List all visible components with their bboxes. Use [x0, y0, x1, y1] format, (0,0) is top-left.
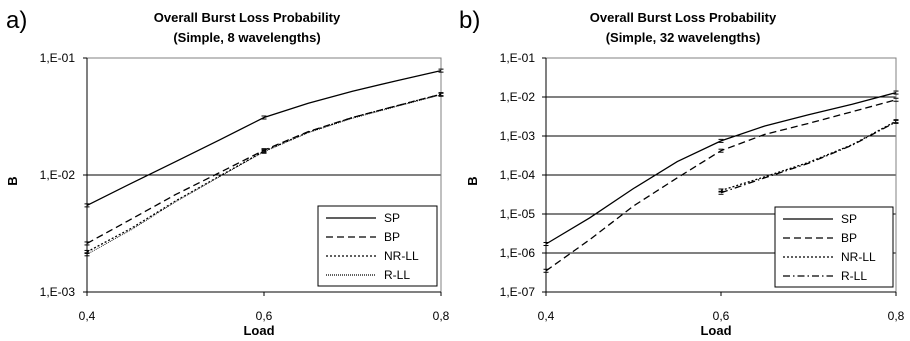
legend-box [774, 206, 894, 288]
y-axis-label: B [5, 176, 20, 185]
y-tick-label: 1,E-01 [500, 51, 536, 65]
x-tick-label: 0,4 [538, 309, 555, 323]
legend-label: SP [841, 212, 857, 226]
y-tick-label: 1,E-01 [40, 51, 76, 65]
x-tick-label: 0,6 [713, 309, 730, 323]
chart-subtitle: (Simple, 32 wavelengths) [606, 30, 761, 45]
legend-label: NR-LL [384, 249, 419, 263]
x-tick-label: 0,6 [256, 309, 273, 323]
legend-label: BP [384, 230, 400, 244]
y-tick-label: 1,E-02 [500, 90, 536, 104]
x-axis-label: Load [243, 323, 274, 338]
series-line-sp [86, 69, 442, 206]
series-line-bp [545, 99, 897, 272]
chart-title: Overall Burst Loss Probability [154, 10, 341, 25]
y-tick-label: 1,E-05 [500, 207, 536, 221]
y-tick-label: 1,E-02 [40, 168, 76, 182]
chart-panel-b: b) Overall Burst Loss Probability (Simple,… [459, 7, 905, 338]
chart-panel-a: a) Overall Burst Loss Probability (Simple,… [5, 7, 450, 338]
chart-title: Overall Burst Loss Probability [590, 10, 777, 25]
y-tick-label: 1,E-04 [500, 168, 536, 182]
panel-letter: b) [459, 7, 480, 34]
y-tick-label: 1,E-06 [500, 246, 536, 260]
series-line-nr-ll [86, 93, 442, 253]
panel-letter: a) [6, 7, 27, 34]
legend-label: SP [384, 211, 400, 225]
legend-label: BP [841, 231, 857, 245]
legend: SP BP NR-LL R-LL [774, 206, 894, 288]
x-axis-label: Load [700, 323, 731, 338]
x-tick-label: 0,4 [79, 309, 96, 323]
series-line-r-ll [86, 94, 442, 255]
y-tick-label: 1,E-07 [500, 285, 536, 299]
legend-label: R-LL [384, 268, 410, 282]
series-line-sp [545, 91, 897, 245]
x-tick-label: 0,8 [888, 309, 905, 323]
chart-subtitle: (Simple, 8 wavelengths) [173, 30, 320, 45]
legend-label: NR-LL [841, 250, 876, 264]
legend-box [317, 205, 438, 287]
series-line-r-ll [720, 121, 897, 194]
y-tick-label: 1,E-03 [40, 285, 76, 299]
x-tick-label: 0,8 [433, 309, 450, 323]
y-axis-label: B [465, 176, 480, 185]
legend: SP BP NR-LL R-LL [317, 205, 438, 287]
legend-label: R-LL [841, 269, 867, 283]
y-tick-label: 1,E-03 [500, 129, 536, 143]
